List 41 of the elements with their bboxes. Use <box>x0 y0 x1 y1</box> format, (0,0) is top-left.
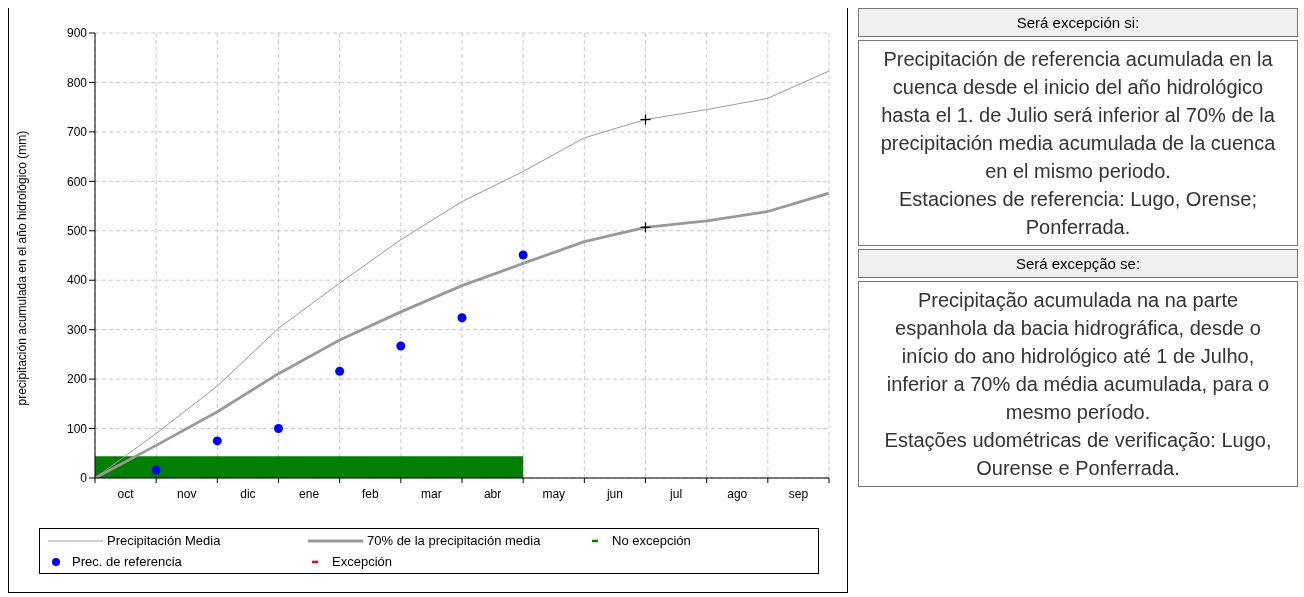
text: Será excepción si: <box>858 8 1298 37</box>
point <box>457 313 467 323</box>
y-tick-label: 0 <box>80 471 88 486</box>
y-tick-label: 100 <box>66 421 88 436</box>
y-tick-label: 800 <box>66 75 88 90</box>
y-tick-label: 200 <box>66 372 88 387</box>
x-tick-label: mar <box>421 487 442 501</box>
y-tick-label: 300 <box>66 322 88 337</box>
text: Precipitación de referencia acumulada en la cuenca desde el inicio del año hidrológico hasta el 1. de Julio será inferior al 70% de la precipitación media acumulada de la cuenca en el mismo periodo. <box>879 47 1277 184</box>
legend-label: No excepción <box>612 533 691 548</box>
y-tick-label: 600 <box>66 174 88 189</box>
x-tick-label: ene <box>299 487 320 501</box>
point <box>335 366 345 376</box>
y-axis-title: precipitación acumulada en el año hidrológico (mm) <box>15 130 30 406</box>
x-tick-label: feb <box>361 487 379 501</box>
x-tick-label: jul <box>669 487 683 501</box>
point <box>212 436 222 446</box>
text: Estaciones de referencia: Lugo, Orense; Ponferrada. <box>898 187 1258 240</box>
text: Precipitação acumulada na na parte espanhola da bacia hidrográfica, desde o início do ano hidrológico até 1 de Julho, inferior a 70% da média acumulada, para o mesmo período. <box>885 288 1271 425</box>
y-tick-label: 400 <box>66 273 88 288</box>
legend-label: Excepción <box>332 554 392 569</box>
legend-label: Precipitación Media <box>107 533 221 548</box>
x-tick-label: dic <box>240 487 256 501</box>
x-tick-label: nov <box>177 487 197 501</box>
text: Será excepção se: <box>858 249 1298 278</box>
legend-label: Prec. de referencia <box>72 554 182 569</box>
x-tick-label: abr <box>483 487 502 501</box>
x-tick-label: ago <box>727 487 748 501</box>
x-tick-label: oct <box>117 487 135 501</box>
point <box>396 341 406 351</box>
x-tick-label: may <box>542 487 566 501</box>
x-tick-label: sep <box>788 487 809 501</box>
text: Estações udométricas de verificação: Lugo, Ourense e Ponferrada. <box>883 428 1273 481</box>
point <box>274 424 283 434</box>
point <box>518 250 528 260</box>
y-tick-label: 500 <box>66 224 88 239</box>
point <box>151 465 161 475</box>
y-tick-label: 900 <box>66 26 88 41</box>
legend-label: 70% de la precipitación media <box>367 533 541 548</box>
x-tick-label: jun <box>605 487 623 501</box>
y-tick-label: 700 <box>66 125 88 140</box>
